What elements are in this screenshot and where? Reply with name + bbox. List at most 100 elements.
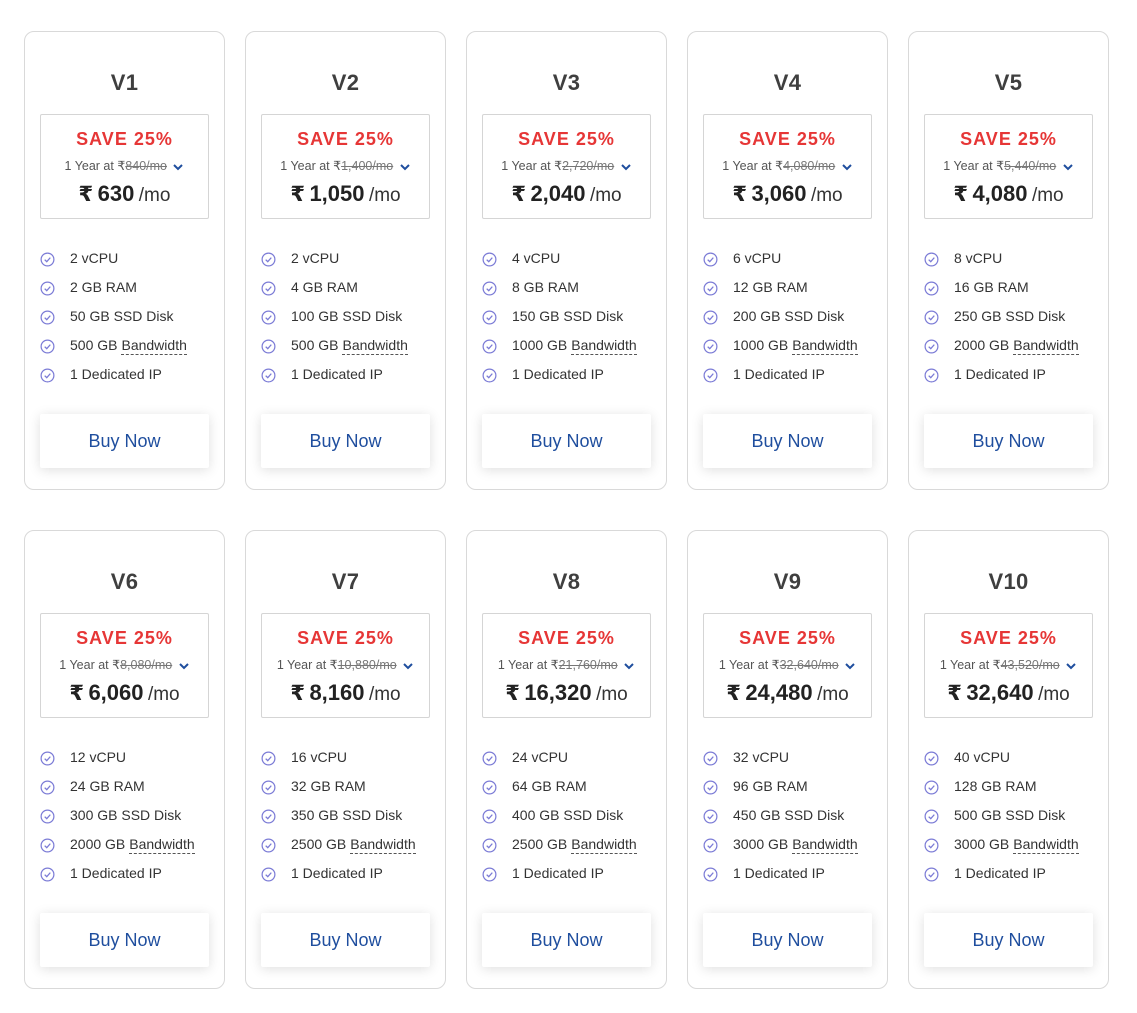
check-circle-icon <box>482 751 497 766</box>
billing-term-selector[interactable]: 1 Year at ₹10,880/mo <box>262 657 429 672</box>
billing-term-selector[interactable]: 1 Year at ₹21,760/mo <box>483 657 650 672</box>
plan-card-v1: V1 SAVE 25% 1 Year at ₹840/mo ₹ 630 /mo … <box>24 31 225 490</box>
check-circle-icon <box>40 310 55 325</box>
feature-list: 24 vCPU 64 GB RAM 400 GB SSD Disk 2500 G… <box>482 749 656 894</box>
feature-cpu: 2 vCPU <box>40 250 214 279</box>
feature-disk: 500 GB SSD Disk <box>924 807 1098 836</box>
rupee-symbol: ₹ <box>290 183 305 206</box>
pricing-grid: V1 SAVE 25% 1 Year at ₹840/mo ₹ 630 /mo … <box>24 31 1109 989</box>
buy-now-button[interactable]: Buy Now <box>924 913 1093 967</box>
bandwidth-tooltip-link[interactable]: Bandwidth <box>129 836 195 854</box>
buy-now-button[interactable]: Buy Now <box>40 414 209 468</box>
check-circle-icon <box>261 368 276 383</box>
feature-text: 350 GB SSD Disk <box>291 807 403 823</box>
discount-label: SAVE 25% <box>297 628 394 648</box>
buy-now-button[interactable]: Buy Now <box>703 414 872 468</box>
price-box: SAVE 25% 1 Year at ₹43,520/mo ₹ 32,640 /… <box>924 613 1093 718</box>
bandwidth-tooltip-link[interactable]: Bandwidth <box>792 337 858 355</box>
check-circle-icon <box>703 751 718 766</box>
bandwidth-tooltip-link[interactable]: Bandwidth <box>792 836 858 854</box>
rupee-symbol: ₹ <box>726 682 741 705</box>
feature-ram: 128 GB RAM <box>924 778 1098 807</box>
billing-term-selector[interactable]: 1 Year at ₹43,520/mo <box>925 657 1092 672</box>
discount-label: SAVE 25% <box>518 129 615 149</box>
chevron-down-icon[interactable] <box>620 161 632 173</box>
feature-text: 1 Dedicated IP <box>733 865 825 881</box>
feature-text: 2000 GB <box>954 337 1010 353</box>
feature-cpu: 40 vCPU <box>924 749 1098 778</box>
discounted-price: ₹ 4,080 /mo <box>925 181 1092 207</box>
feature-bandwidth: 2000 GB Bandwidth <box>40 836 214 865</box>
term-label: 1 Year at <box>939 658 990 672</box>
feature-ram: 8 GB RAM <box>482 279 656 308</box>
feature-text: 12 vCPU <box>70 749 127 765</box>
term-label: 1 Year at <box>64 159 114 173</box>
feature-text: 64 GB RAM <box>512 778 587 794</box>
buy-now-button[interactable]: Buy Now <box>924 414 1093 468</box>
bandwidth-tooltip-link[interactable]: Bandwidth <box>571 337 637 355</box>
billing-term-selector[interactable]: 1 Year at ₹8,080/mo <box>41 657 208 672</box>
feature-text: 4 GB RAM <box>291 279 358 295</box>
chevron-down-icon[interactable] <box>402 660 414 672</box>
chevron-down-icon[interactable] <box>841 161 853 173</box>
billing-term-selector[interactable]: 1 Year at ₹5,440/mo <box>925 158 1092 173</box>
feature-text: 24 GB RAM <box>70 778 145 794</box>
original-price: 10,880/mo <box>337 658 397 672</box>
chevron-down-icon[interactable] <box>178 660 190 672</box>
price-period: /mo <box>368 185 401 206</box>
feature-ram: 4 GB RAM <box>261 279 435 308</box>
feature-ram: 12 GB RAM <box>703 279 877 308</box>
billing-term-selector[interactable]: 1 Year at ₹1,400/mo <box>262 158 429 173</box>
check-circle-icon <box>261 339 276 354</box>
rupee-symbol: ₹ <box>329 658 338 672</box>
original-price: 5,440/mo <box>1004 159 1057 173</box>
feature-text: 1 Dedicated IP <box>954 865 1046 881</box>
feature-text: 32 GB RAM <box>291 778 366 794</box>
billing-term-selector[interactable]: 1 Year at ₹840/mo <box>41 158 208 173</box>
chevron-down-icon[interactable] <box>172 161 184 173</box>
term-label: 1 Year at <box>501 159 551 173</box>
rupee-symbol: ₹ <box>732 183 747 206</box>
billing-term-selector[interactable]: 1 Year at ₹32,640/mo <box>704 657 871 672</box>
chevron-down-icon[interactable] <box>844 660 856 672</box>
chevron-down-icon[interactable] <box>1065 660 1077 672</box>
billing-term-selector[interactable]: 1 Year at ₹2,720/mo <box>483 158 650 173</box>
buy-now-button[interactable]: Buy Now <box>261 913 430 967</box>
term-label: 1 Year at <box>276 658 327 672</box>
plan-card-v9: V9 SAVE 25% 1 Year at ₹32,640/mo ₹ 24,48… <box>687 530 888 989</box>
feature-list: 6 vCPU 12 GB RAM 200 GB SSD Disk 1000 GB… <box>703 250 877 395</box>
check-circle-icon <box>261 780 276 795</box>
term-label: 1 Year at <box>943 159 993 173</box>
buy-now-button[interactable]: Buy Now <box>40 913 209 967</box>
feature-list: 2 vCPU 4 GB RAM 100 GB SSD Disk 500 GB Ba… <box>261 250 435 395</box>
chevron-down-icon[interactable] <box>1062 161 1074 173</box>
billing-term-selector[interactable]: 1 Year at ₹4,080/mo <box>704 158 871 173</box>
bandwidth-tooltip-link[interactable]: Bandwidth <box>1013 836 1079 854</box>
buy-now-button[interactable]: Buy Now <box>482 414 651 468</box>
check-circle-icon <box>40 368 55 383</box>
check-circle-icon <box>924 780 939 795</box>
chevron-down-icon[interactable] <box>399 161 411 173</box>
feature-bandwidth: 2000 GB Bandwidth <box>924 337 1098 366</box>
check-circle-icon <box>924 252 939 267</box>
check-circle-icon <box>703 780 718 795</box>
feature-disk: 150 GB SSD Disk <box>482 308 656 337</box>
feature-text: 1 Dedicated IP <box>70 865 162 881</box>
feature-ip: 1 Dedicated IP <box>40 865 214 894</box>
buy-now-button[interactable]: Buy Now <box>482 913 651 967</box>
discounted-price: ₹ 32,640 /mo <box>925 680 1092 706</box>
bandwidth-tooltip-link[interactable]: Bandwidth <box>121 337 187 355</box>
bandwidth-tooltip-link[interactable]: Bandwidth <box>1013 337 1079 355</box>
buy-now-button[interactable]: Buy Now <box>261 414 430 468</box>
buy-now-button[interactable]: Buy Now <box>703 913 872 967</box>
chevron-down-icon[interactable] <box>623 660 635 672</box>
check-circle-icon <box>924 368 939 383</box>
price-amount: 32,640 <box>966 680 1034 705</box>
plan-card-v7: V7 SAVE 25% 1 Year at ₹10,880/mo ₹ 8,160… <box>245 530 446 989</box>
feature-text: 1 Dedicated IP <box>291 865 383 881</box>
bandwidth-tooltip-link[interactable]: Bandwidth <box>571 836 637 854</box>
check-circle-icon <box>40 339 55 354</box>
bandwidth-tooltip-link[interactable]: Bandwidth <box>342 337 408 355</box>
bandwidth-tooltip-link[interactable]: Bandwidth <box>350 836 416 854</box>
price-amount: 4,080 <box>972 181 1028 206</box>
